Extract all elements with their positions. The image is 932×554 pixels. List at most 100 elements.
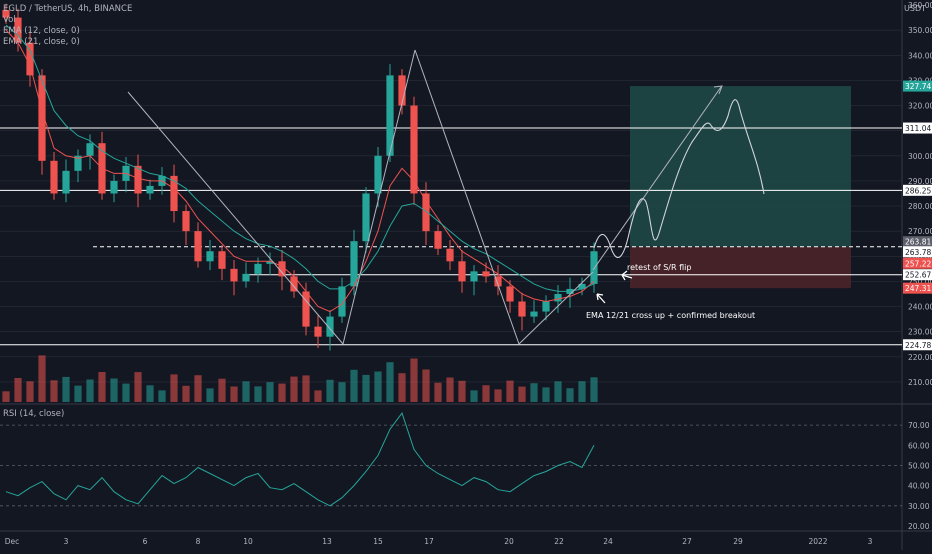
price-tag: 286.25: [905, 186, 931, 195]
price-tick-label: 280.00: [908, 202, 932, 211]
volume-bar: [566, 388, 574, 402]
volume-bar: [434, 382, 442, 402]
candle-body: [26, 42, 34, 76]
time-tick-label: 13: [322, 537, 332, 546]
price-tag: 263.81: [905, 238, 931, 247]
ema21-legend: EMA (21, close, 0): [3, 37, 80, 47]
candle-body: [62, 170, 70, 194]
ema21-line: [5, 24, 595, 292]
volume-bar: [314, 390, 322, 402]
candle-body: [326, 316, 334, 337]
candle-body: [110, 180, 118, 194]
pattern-drawing: [127, 49, 723, 345]
projection-line: [592, 86, 722, 271]
price-tag: 327.74: [905, 82, 931, 91]
price-axis: 360.00350.00340.00330.00320.00310.00300.…: [903, 1, 932, 387]
volume-bar: [206, 388, 214, 402]
volume-bar: [242, 381, 250, 402]
time-tick-label: 3: [64, 537, 69, 546]
volume-bar: [194, 375, 202, 402]
projected-path: [593, 99, 765, 258]
volume-bar: [470, 390, 478, 402]
time-tick-label: 24: [603, 537, 613, 546]
price-tick-label: 220.00: [908, 353, 932, 362]
annotation-cross-arrow: [596, 293, 606, 304]
time-tick-label: 27: [682, 537, 692, 546]
price-tag-bg: [903, 122, 932, 134]
currency-label: USDT: [904, 4, 926, 13]
rsi-line: [5, 412, 595, 507]
rsi-legend: RSI (14, close): [3, 409, 64, 420]
volume-bar: [542, 387, 550, 402]
candle-body: [266, 261, 274, 264]
pattern-segment: [127, 91, 344, 345]
rsi-tick-label: 60.00: [908, 441, 930, 450]
price-tag-bg: [903, 257, 932, 269]
rsi-tick-label: 40.00: [908, 482, 930, 491]
volume-bar: [506, 380, 514, 402]
time-tick-label: 10: [243, 537, 253, 546]
price-tick-label: 230.00: [908, 328, 932, 337]
candle-body: [434, 231, 442, 249]
volume-bar: [422, 369, 430, 402]
candle-body: [470, 271, 478, 282]
candle-body: [38, 75, 46, 161]
price-tick-label: 270.00: [908, 227, 932, 236]
candle-body: [302, 291, 310, 327]
time-tick-label: 20: [504, 537, 514, 546]
price-tick-label: 360.00: [908, 1, 932, 10]
main-legend: EGLD / TetherUS, 4h, BINANCE Vol EMA (12…: [3, 4, 132, 48]
time-tick-label: 17: [424, 537, 434, 546]
volume-bar: [398, 373, 406, 402]
price-tick-label: 290.00: [908, 177, 932, 186]
time-tick-label: 22: [554, 537, 564, 546]
candle-body: [458, 261, 466, 282]
candle-body: [170, 175, 178, 212]
volume-bar: [254, 386, 262, 402]
time-tick-label: 6: [143, 537, 148, 546]
time-tick-label: 2022: [808, 537, 827, 546]
volume-bar: [290, 376, 298, 402]
volume-bar: [446, 377, 454, 402]
time-tick-label: 8: [196, 537, 201, 546]
candles-group: [2, 3, 598, 351]
price-tag: 263.78: [905, 248, 931, 257]
volume-bar: [26, 381, 34, 402]
price-tag: 247.31: [905, 284, 931, 293]
volume-bar: [230, 386, 238, 402]
price-tag-bg: [903, 269, 932, 281]
candle-body: [482, 271, 490, 277]
candle-body: [446, 248, 454, 262]
rsi-legend-label: RSI (14, close): [3, 409, 65, 419]
rsi-tick-label: 20.00: [908, 522, 930, 531]
pattern-segment: [414, 49, 520, 345]
pattern-segment: [342, 49, 416, 345]
volume-bar: [218, 378, 226, 402]
price-tick-label: 340.00: [908, 51, 932, 60]
volume-bar: [410, 358, 418, 402]
candle-body: [374, 155, 382, 194]
annotation-cross: EMA 12/21 cross up + confirmed breakout: [586, 311, 755, 320]
candle-body: [410, 105, 418, 194]
volume-bar: [590, 377, 598, 402]
volume-bar: [362, 374, 370, 402]
time-tick-label: 29: [733, 537, 743, 546]
volume-bar: [266, 382, 274, 402]
price-tag-bg: [903, 80, 932, 92]
price-tag: 311.04: [905, 124, 931, 133]
volume-bar: [386, 362, 394, 402]
candle-body: [506, 286, 514, 302]
candle-body: [218, 251, 226, 269]
ema12-legend: EMA (12, close, 0): [3, 26, 80, 36]
volume-bar: [38, 355, 46, 402]
candle-body: [422, 193, 430, 232]
candle-body: [74, 155, 82, 171]
volume-bar: [74, 385, 82, 402]
volume-bar: [14, 378, 22, 402]
candle-body: [278, 261, 286, 277]
time-axis: Dec 3 6 8 10 13 15 17 20 22 24 27 29 2022 3: [5, 537, 873, 546]
candle-body: [338, 286, 346, 317]
volume-bar: [62, 376, 70, 402]
